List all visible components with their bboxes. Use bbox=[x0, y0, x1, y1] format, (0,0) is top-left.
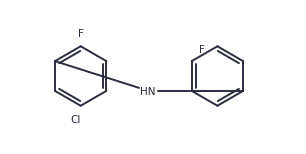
Text: HN: HN bbox=[140, 87, 156, 97]
Text: F: F bbox=[199, 45, 204, 55]
Text: Cl: Cl bbox=[70, 115, 81, 125]
Text: F: F bbox=[78, 29, 84, 39]
